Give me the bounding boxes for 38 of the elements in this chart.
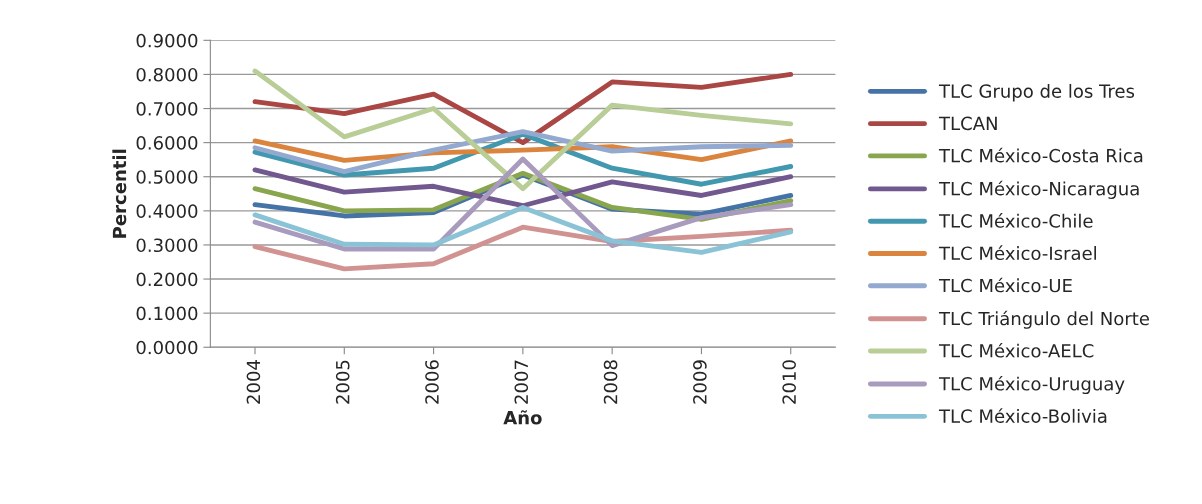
y-tick-label: 0.8000: [136, 67, 198, 82]
legend-label: TLC Grupo de los Tres: [938, 83, 1135, 102]
x-tick-label: 2010: [782, 360, 796, 404]
y-tick-label: 0.7000: [136, 101, 198, 116]
legend-label: TLC México-UE: [938, 277, 1072, 293]
x-tick-label: 2004: [246, 360, 261, 404]
legend-label: TLC México-Chile: [938, 213, 1093, 228]
x-tick-label: 2009: [693, 360, 707, 404]
legend-label: TLC México-Nicaragua: [938, 180, 1139, 199]
y-tick-label: 0.1000: [136, 306, 198, 321]
x-axis-title: Año: [503, 410, 542, 425]
y-tick-label: 0.2000: [136, 272, 198, 287]
y-axis-title: Percentil: [112, 149, 127, 238]
legend-label: TLCAN: [938, 116, 997, 131]
y-tick-label: 0.4000: [136, 204, 198, 218]
line-series: [252, 71, 794, 146]
y-tick-label: 0.3000: [136, 238, 198, 253]
line-series: [252, 68, 794, 192]
y-tick-label: 0.5000: [136, 170, 198, 184]
x-tick-label: 2007: [514, 360, 529, 404]
x-tick-label: 2008: [603, 360, 618, 404]
line-series: [252, 167, 794, 209]
y-tick-label: 0.9000: [136, 33, 198, 48]
line-series: [252, 131, 794, 187]
legend-label: TLC México-Uruguay: [938, 375, 1125, 395]
line-series: [252, 156, 794, 252]
x-tick-label: 2005: [335, 360, 350, 404]
y-tick-label: 0.0000: [136, 340, 198, 355]
legend-label: TLC México-Bolivia: [938, 408, 1107, 423]
line-series: [252, 224, 794, 272]
legend-label: TLC México-Costa Rica: [938, 147, 1143, 163]
legend-label: TLC México-Israel: [938, 245, 1096, 261]
legend-label: TLC México-AELC: [938, 342, 1094, 358]
x-tick-label: 2006: [425, 360, 439, 404]
y-tick-label: 0.6000: [136, 136, 198, 150]
line-series: [252, 205, 794, 255]
line-series: [252, 129, 794, 175]
legend-label: TLC Triángulo del Norte: [938, 310, 1149, 329]
